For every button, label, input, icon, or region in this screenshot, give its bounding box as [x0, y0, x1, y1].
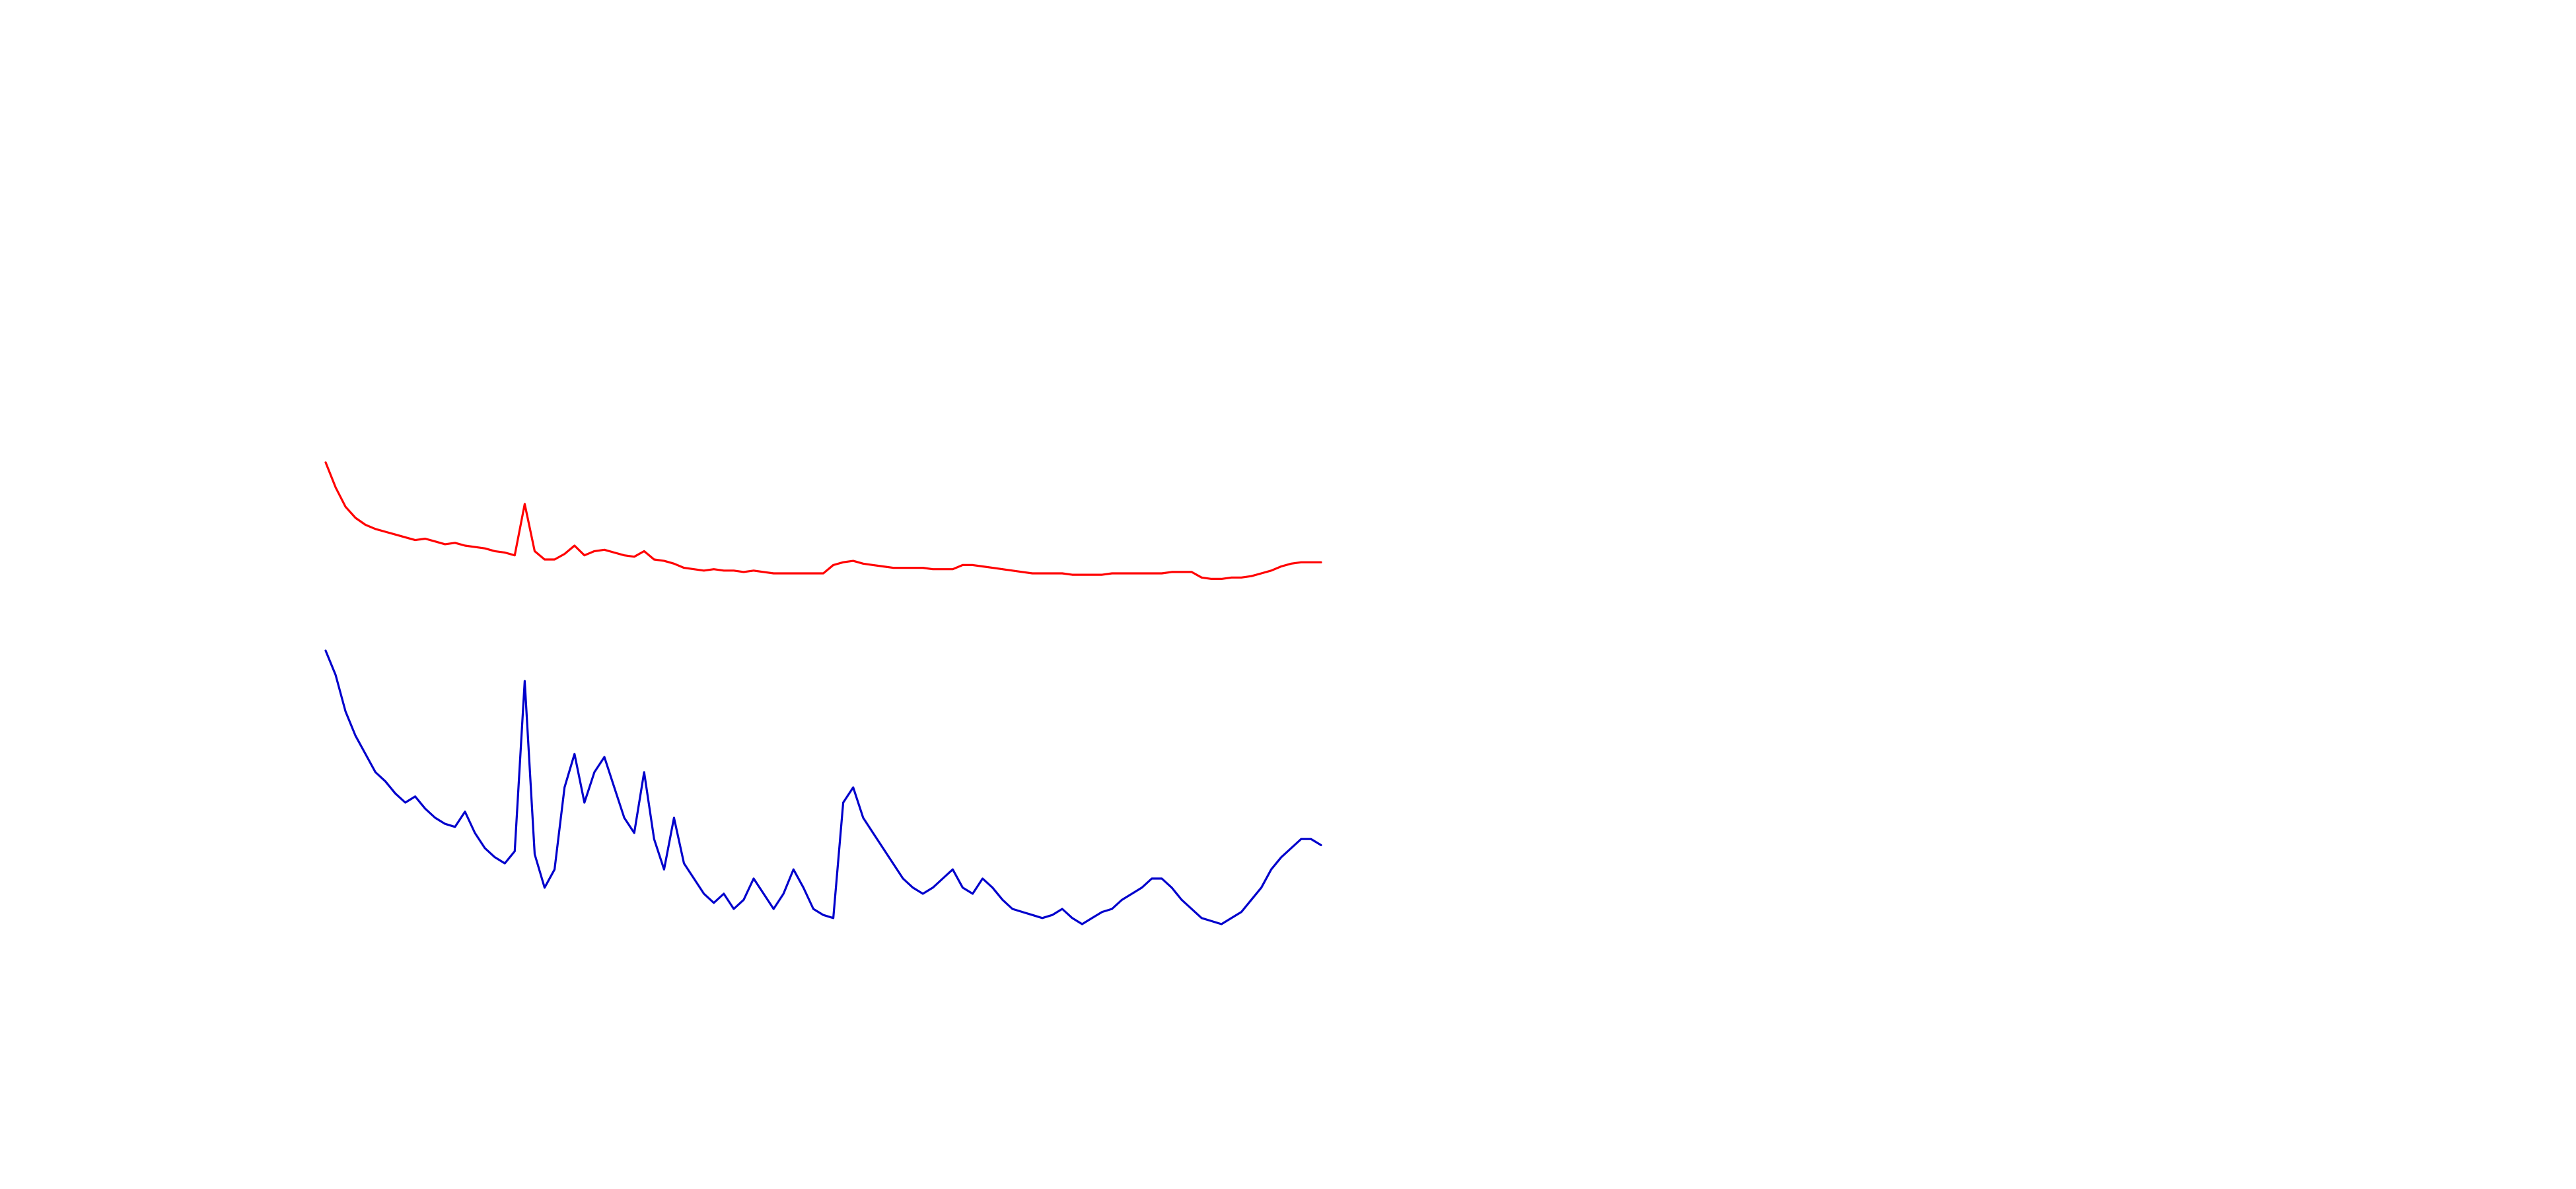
- series-layer: [324, 461, 1322, 925]
- series-line-1: [324, 461, 1322, 580]
- series-line-2: [324, 649, 1322, 925]
